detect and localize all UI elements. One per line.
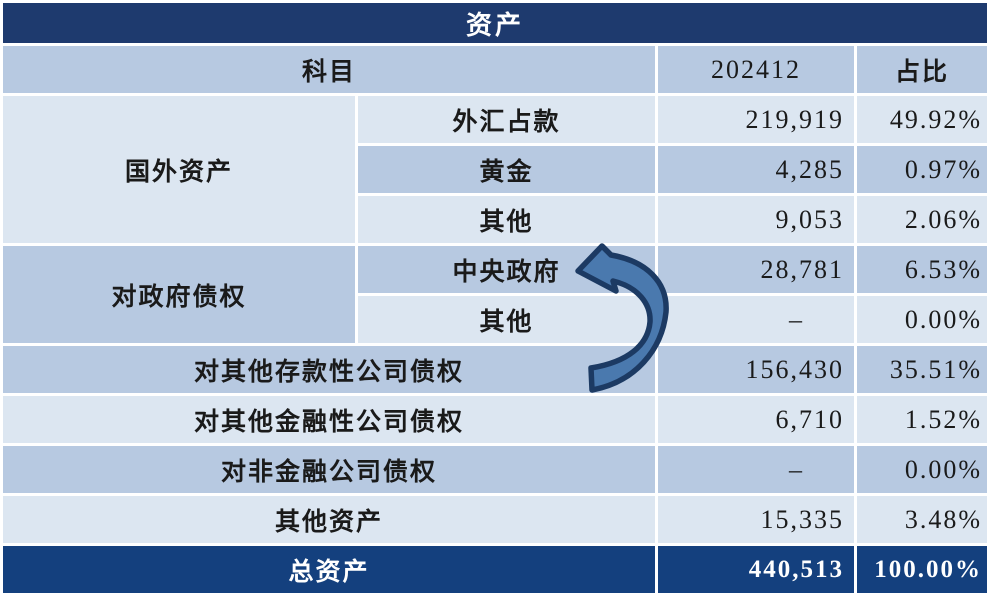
total-share: 100.00% [857,546,987,593]
col-header-period: 202412 [658,46,854,93]
item-cell: 中央政府 [358,246,655,293]
item-cell: 黄金 [358,146,655,193]
value-cell: 15,335 [658,496,854,543]
share-cell: 49.92% [857,96,987,143]
share-cell: 3.48% [857,496,987,543]
col-header-share: 占比 [857,46,987,93]
group-cell-claims-on-government: 对政府债权 [3,246,355,343]
value-cell: – [658,446,854,493]
item-cell: 外汇占款 [358,96,655,143]
share-cell: 35.51% [857,346,987,393]
group-cell-foreign-assets: 国外资产 [3,96,355,243]
value-cell: 6,710 [658,396,854,443]
share-cell: 6.53% [857,246,987,293]
value-cell: 9,053 [658,196,854,243]
total-value: 440,513 [658,546,854,593]
value-cell: – [658,296,854,343]
item-cell-claims-on-depository-corps: 对其他存款性公司债权 [3,346,655,393]
share-cell: 0.97% [857,146,987,193]
share-cell: 1.52% [857,396,987,443]
item-cell-other-assets: 其他资产 [3,496,655,543]
item-cell-claims-on-nonfinancial-corps: 对非金融公司债权 [3,446,655,493]
value-cell: 4,285 [658,146,854,193]
share-cell: 0.00% [857,446,987,493]
value-cell: 28,781 [658,246,854,293]
share-cell: 2.06% [857,196,987,243]
share-cell: 0.00% [857,296,987,343]
value-cell: 219,919 [658,96,854,143]
total-label: 总资产 [3,546,655,593]
item-cell-claims-on-financial-corps: 对其他金融性公司债权 [3,396,655,443]
item-cell: 其他 [358,296,655,343]
item-cell: 其他 [358,196,655,243]
table-title: 资产 [3,3,987,43]
col-header-subject: 科目 [3,46,655,93]
value-cell: 156,430 [658,346,854,393]
